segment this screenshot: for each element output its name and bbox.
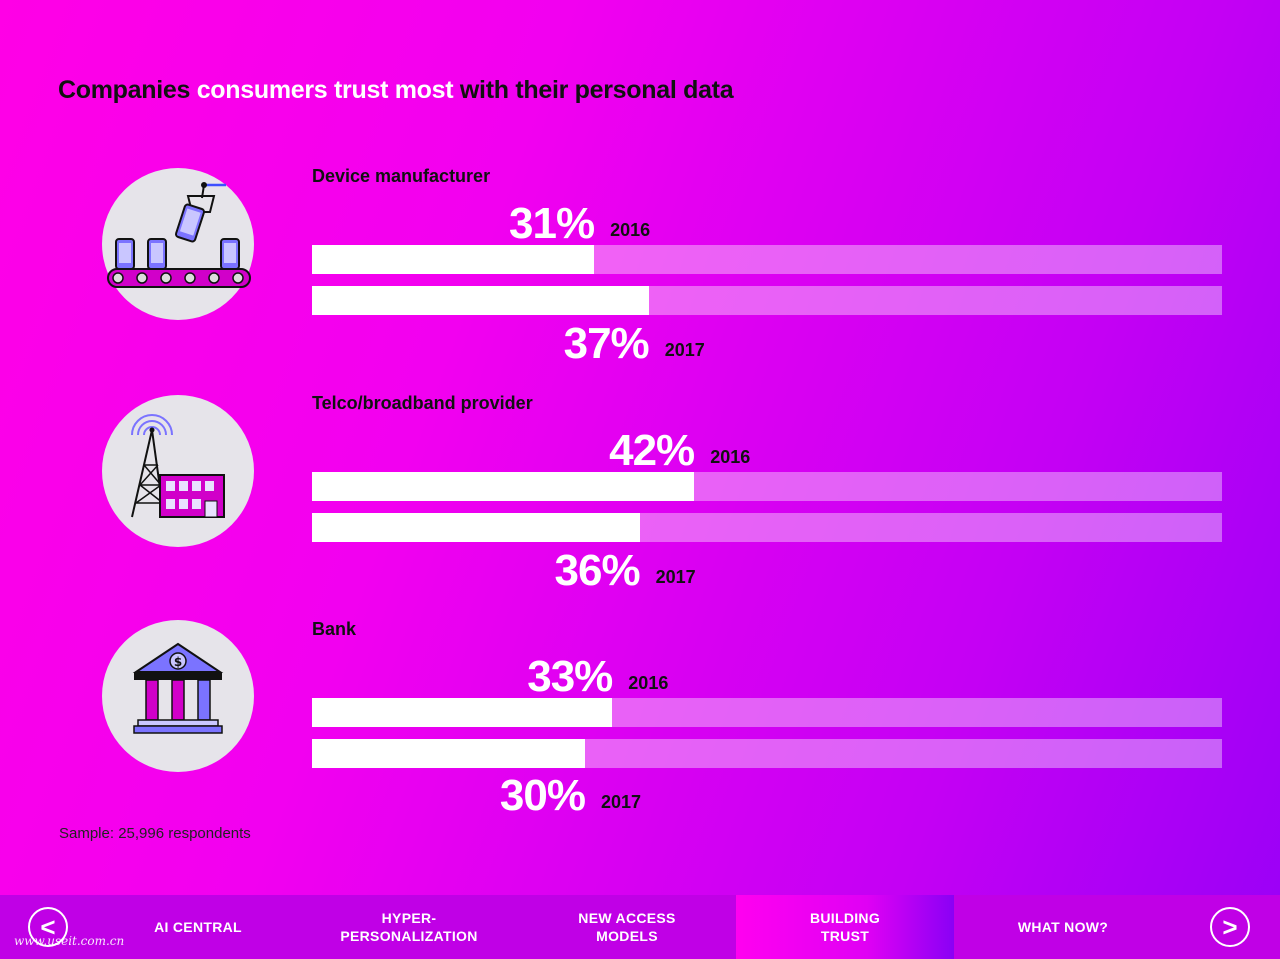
nav-item-hyper-personalization[interactable]: HYPER- PERSONALIZATION (340, 910, 478, 944)
year-label-telco-2017: 2017 (655, 567, 696, 587)
bar-telco-2017 (312, 513, 640, 542)
prev-arrow-icon[interactable]: < (28, 907, 68, 947)
value-label-telco-2017: 36% (554, 546, 641, 595)
nav-item-building-trust[interactable]: BUILDING TRUST (736, 895, 954, 959)
value-label-bank-2016: 33% (527, 652, 613, 701)
bar-bank-2016 (312, 698, 613, 727)
title-highlight: consumers trust most (196, 76, 454, 104)
value-label-telco-2016: 42% (609, 426, 695, 475)
bar-track-bank-2017 (312, 739, 1222, 768)
svg-text:$: $ (174, 655, 182, 669)
year-label-device-2017: 2017 (664, 340, 705, 360)
bar-device-2016 (312, 245, 595, 274)
value-label-bank-2017: 30% (499, 771, 586, 820)
bar-track-telco-2017 (312, 513, 1222, 542)
title-part-1: Companies (58, 76, 197, 104)
sample-note: Sample: 25,996 respondents (59, 825, 251, 842)
bar-track-device-2017 (312, 286, 1222, 315)
year-label-bank-2017: 2017 (601, 792, 642, 812)
bar-bank-2017 (312, 739, 585, 768)
value-label-device-2017: 37% (563, 319, 650, 368)
year-label-bank-2016: 2016 (628, 673, 669, 693)
nav-item-new-access-models[interactable]: NEW ACCESS MODELS (578, 910, 676, 944)
page-title: Companies consumers trust most with thei… (58, 76, 734, 105)
nav-item-what-now[interactable]: WHAT NOW? (1017, 919, 1109, 935)
year-label-telco-2016: 2016 (710, 447, 751, 467)
bar-track-bank-2016 (312, 698, 1222, 727)
bottom-nav: AI CENTRAL HYPER- PERSONALIZATION NEW AC… (0, 895, 1280, 959)
category-label-bank: Bank (312, 619, 357, 639)
conveyor-phones-icon (102, 168, 254, 320)
bar-track-telco-2016 (312, 472, 1222, 501)
nav-item-ai-central[interactable]: AI CENTRAL (154, 919, 242, 935)
value-label-device-2016: 31% (509, 199, 595, 248)
next-arrow-icon[interactable]: > (1210, 907, 1250, 947)
category-label-device-manufacturer: Device manufacturer (312, 166, 491, 186)
year-label-device-2016: 2016 (610, 220, 651, 240)
watermark: www.useit.com.cn (14, 934, 125, 948)
bar-track-device-2016 (312, 245, 1222, 274)
bar-device-2017 (312, 286, 649, 315)
cell-tower-icon (102, 395, 254, 547)
bar-telco-2016 (312, 472, 695, 501)
title-part-3: with their personal data (453, 76, 734, 104)
bank-icon: $ (102, 620, 254, 772)
category-label-telco: Telco/broadband provider (312, 393, 533, 413)
